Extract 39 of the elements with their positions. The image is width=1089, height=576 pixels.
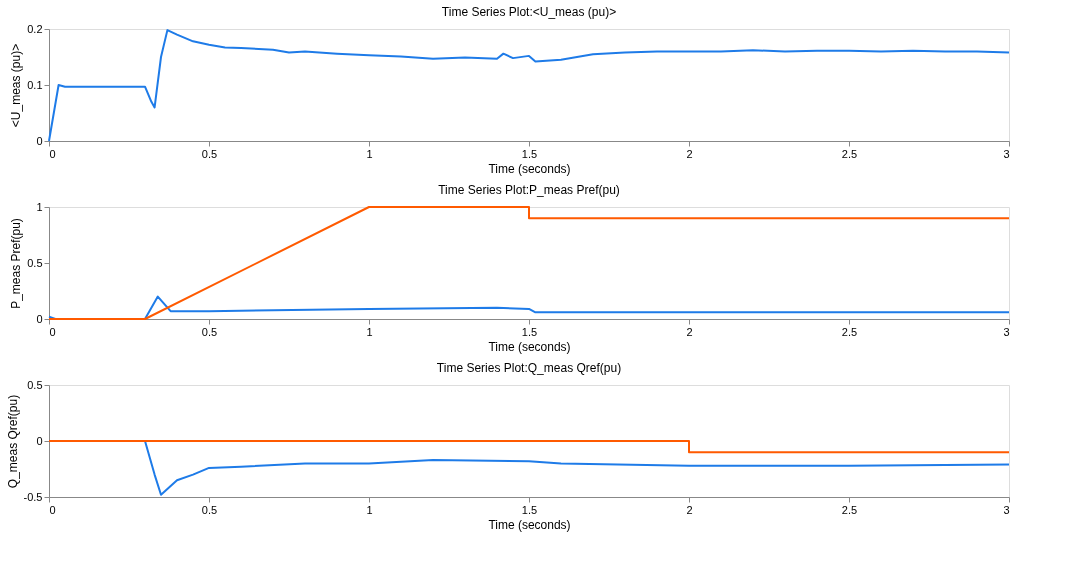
x-tick-label: 2.5	[841, 147, 858, 160]
x-axis-title: Time (seconds)	[488, 339, 571, 354]
x-tick-label: 1.5	[521, 325, 538, 338]
chart-title: Time Series Plot:P_meas Pref(pu)	[438, 183, 620, 197]
y-axis-title: Q_meas Qref(pu)	[5, 394, 20, 489]
x-tick-label: 0	[49, 503, 56, 516]
chart-title: Time Series Plot:<U_meas (pu)>	[441, 5, 617, 19]
x-tick-label: 3	[1003, 503, 1010, 516]
y-tick-label: 0	[36, 434, 43, 447]
x-tick-label: 3	[1003, 325, 1010, 338]
y-tick-label: 1	[36, 200, 43, 213]
y-axis-title: <U_meas (pu)>	[9, 43, 24, 128]
x-tick-label: 2	[686, 503, 693, 516]
x-axis-title: Time (seconds)	[488, 517, 571, 532]
y-axis-title: P_meas Pref(pu)	[9, 218, 24, 309]
y-tick-label: 0.5	[27, 256, 43, 269]
x-tick-label: 1.5	[521, 503, 538, 516]
y-tick-label: 0.2	[27, 22, 43, 35]
y-tick-label: 0.5	[27, 378, 43, 391]
x-tick-label: 0.5	[201, 503, 218, 516]
chart-title: Time Series Plot:Q_meas Qref(pu)	[436, 361, 622, 375]
y-tick-label: -0.5	[23, 490, 43, 503]
x-tick-label: 1	[366, 147, 373, 160]
y-tick-label: 0	[36, 134, 43, 147]
y-tick-label: 0	[36, 312, 43, 325]
x-tick-label: 1.5	[521, 147, 538, 160]
x-tick-label: 2.5	[841, 325, 858, 338]
x-tick-label: 2.5	[841, 503, 858, 516]
x-tick-label: 2	[686, 147, 693, 160]
y-tick-label: 0.1	[27, 78, 43, 91]
x-tick-label: 3	[1003, 147, 1010, 160]
x-tick-label: 1	[366, 503, 373, 516]
x-tick-label: 0	[49, 325, 56, 338]
x-tick-label: 0	[49, 147, 56, 160]
x-axis-title: Time (seconds)	[488, 161, 571, 176]
x-tick-label: 0.5	[201, 147, 218, 160]
x-tick-label: 1	[366, 325, 373, 338]
x-tick-label: 2	[686, 325, 693, 338]
x-tick-label: 0.5	[201, 325, 218, 338]
